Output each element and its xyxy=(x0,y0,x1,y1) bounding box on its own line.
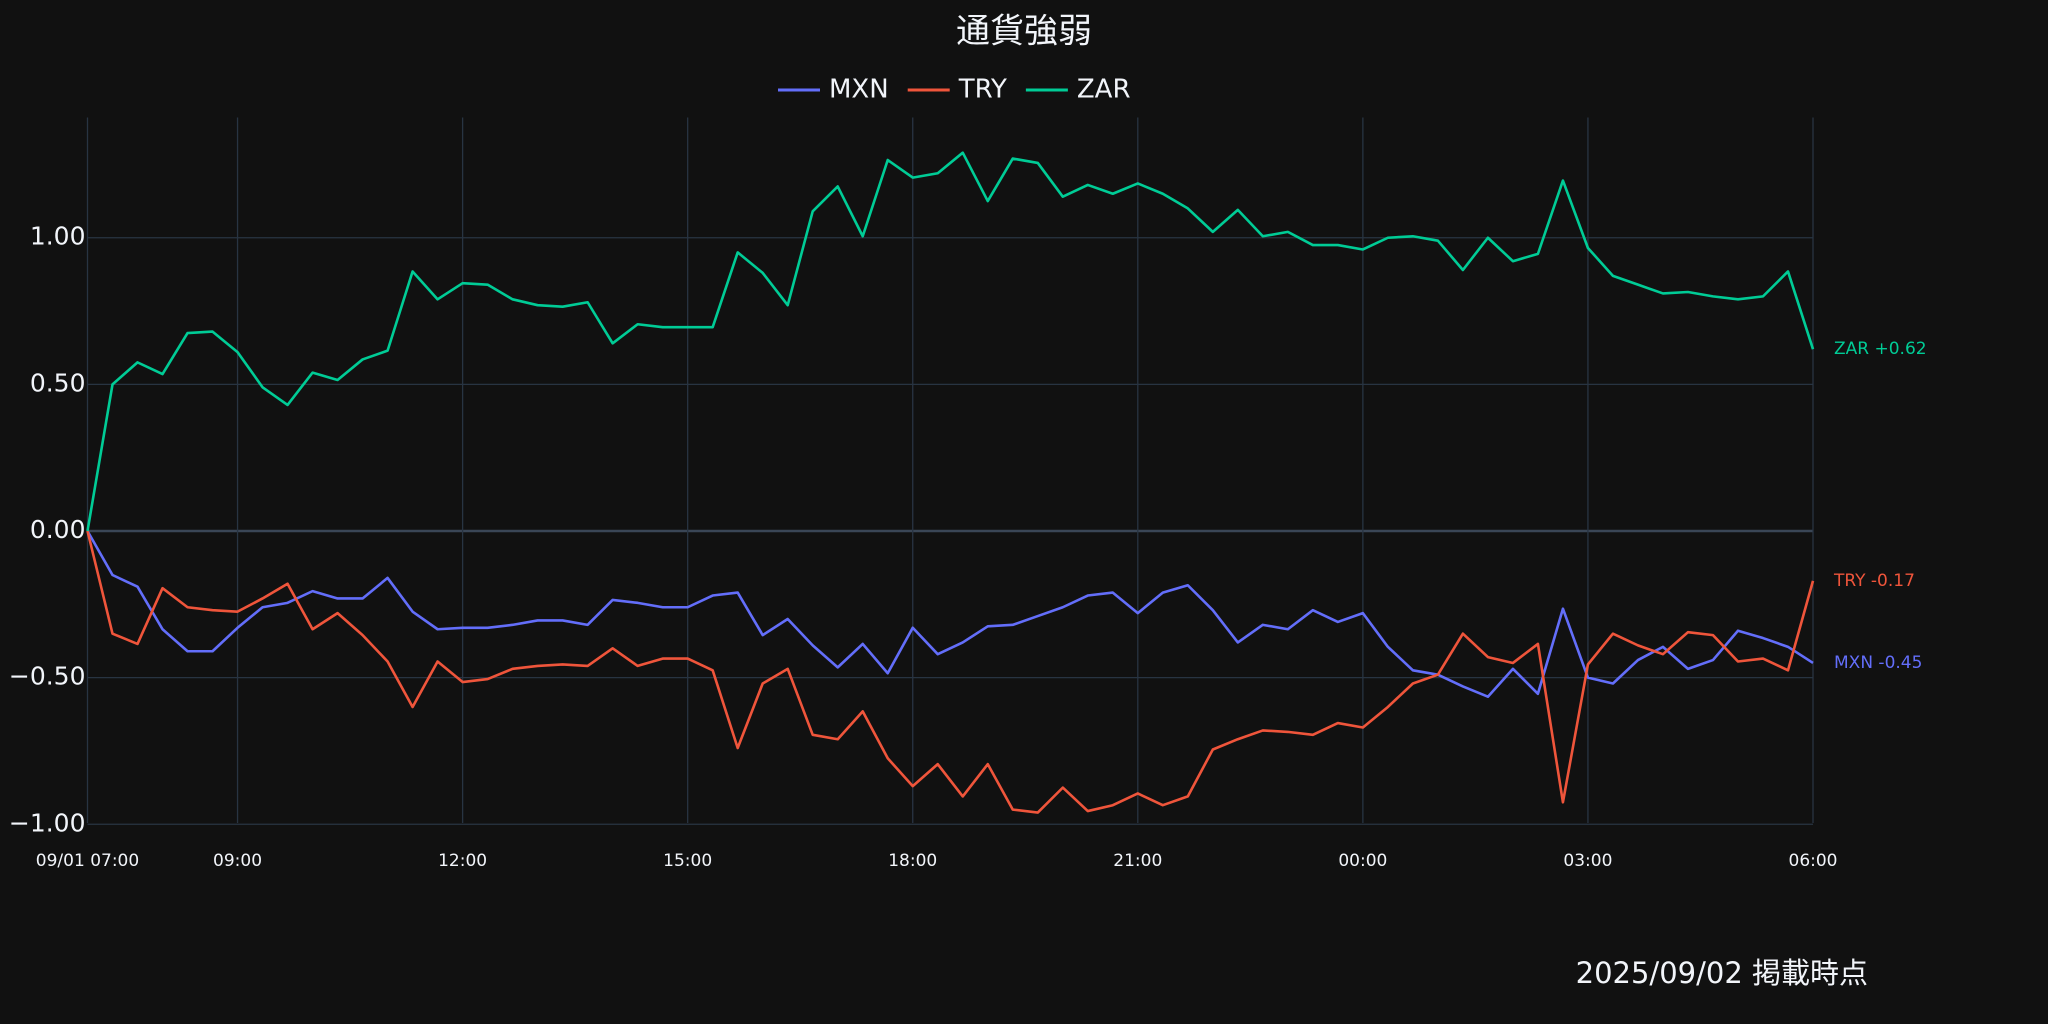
legend-label: MXN xyxy=(829,75,889,105)
x-tick-label: 03:00 xyxy=(1563,851,1612,871)
footer: 2025/09/02 掲載時点 xyxy=(1576,956,1868,990)
x-tick-label: 06:00 xyxy=(1789,851,1838,871)
x-tick-label: 15:00 xyxy=(663,851,712,871)
x-tick-label: 12:00 xyxy=(438,851,487,871)
end-label: ZAR +0.62 xyxy=(1834,339,1927,359)
y-tick-label: 0.00 xyxy=(30,515,86,544)
x-tick-label: 09/01 07:00 xyxy=(36,851,139,871)
end-label: TRY -0.17 xyxy=(1833,571,1915,591)
end-label: MXN -0.45 xyxy=(1834,653,1922,673)
x-tick-label: 18:00 xyxy=(888,851,937,871)
legend-label: ZAR xyxy=(1077,75,1131,105)
series-line xyxy=(86,530,1815,814)
y-tick-label: 1.00 xyxy=(30,222,86,251)
series-line xyxy=(86,151,1815,532)
x-tick-label: 09:00 xyxy=(213,851,262,871)
y-tick-label: −0.50 xyxy=(9,662,86,691)
x-tick-label: 00:00 xyxy=(1338,851,1387,871)
y-tick-label: 0.50 xyxy=(30,368,86,397)
chart-title: 通貨強弱 xyxy=(956,12,1092,52)
legend-label: TRY xyxy=(958,75,1007,105)
x-tick-label: 21:00 xyxy=(1113,851,1162,871)
y-tick-label: −1.00 xyxy=(9,808,86,837)
series-line xyxy=(86,530,1814,698)
